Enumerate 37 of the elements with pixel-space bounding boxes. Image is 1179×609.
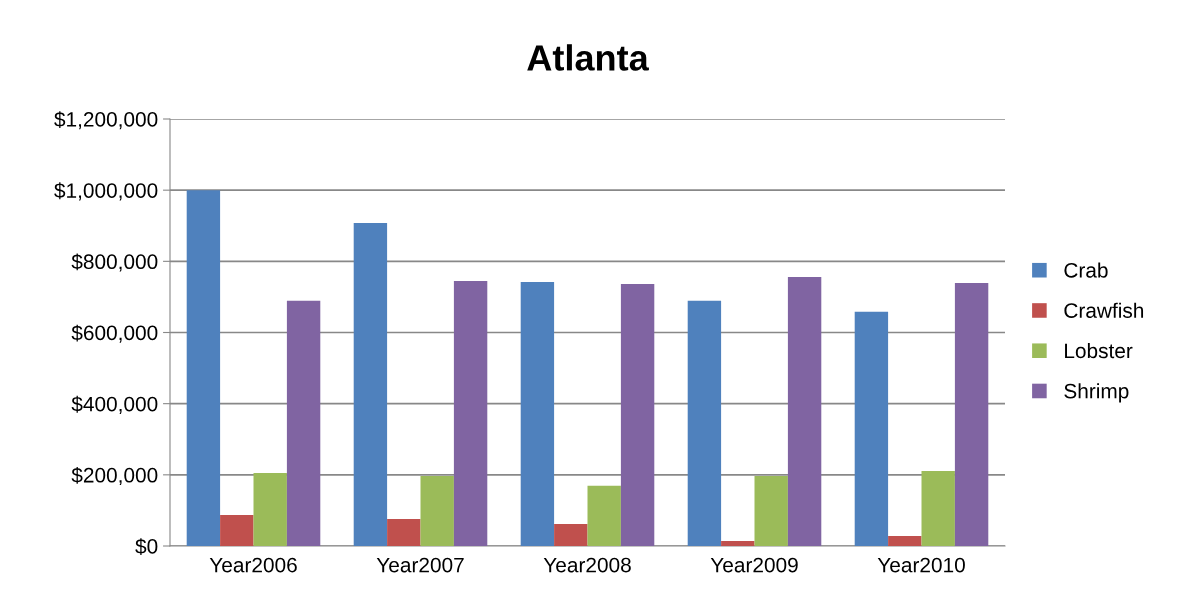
- x-tick-label: Year2006: [209, 557, 297, 573]
- legend-label: Crab: [1064, 262, 1108, 278]
- bar: [186, 190, 221, 546]
- x-tick-label: Year2007: [376, 557, 464, 573]
- x-tick-label: Year2008: [543, 557, 631, 573]
- bar: [387, 518, 421, 546]
- bar: [587, 485, 621, 546]
- y-tick-label: $0: [135, 538, 158, 555]
- y-tick-label: $400,000: [71, 395, 158, 414]
- legend-label: Shrimp: [1064, 383, 1129, 403]
- bar: [954, 283, 989, 546]
- y-tick-label: $1,200,000: [54, 111, 158, 130]
- bar: [921, 470, 955, 546]
- bar: [253, 473, 287, 546]
- bar: [854, 311, 889, 546]
- bar: [888, 536, 922, 546]
- bar: [286, 300, 321, 546]
- bar: [420, 475, 454, 546]
- bar: [787, 276, 822, 546]
- bar: [721, 541, 755, 546]
- y-tick-label: $200,000: [71, 466, 158, 486]
- bar: [220, 515, 254, 546]
- bar: [687, 300, 722, 546]
- bar: [620, 284, 655, 546]
- y-tick-label: $1,000,000: [54, 182, 158, 201]
- chart-title: Atlanta: [527, 44, 649, 71]
- bar: [353, 222, 388, 546]
- x-tick-label: Year2009: [710, 557, 798, 573]
- y-tick-label: $800,000: [71, 253, 158, 272]
- legend-label: Crawfish: [1064, 302, 1144, 318]
- bar: [554, 523, 588, 546]
- y-tick-label: $600,000: [71, 324, 158, 343]
- bar: [754, 475, 788, 546]
- legend-label: Lobster: [1065, 342, 1133, 359]
- bar: [520, 281, 555, 546]
- bar: [453, 280, 488, 546]
- x-tick-label: Year2010: [877, 557, 965, 573]
